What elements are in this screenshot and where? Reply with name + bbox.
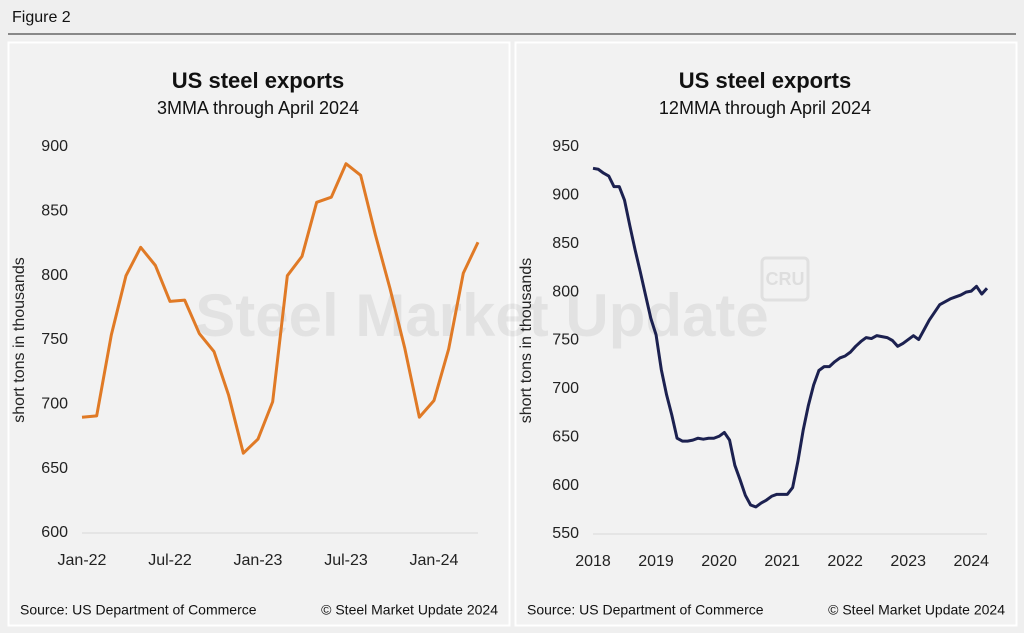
y-tick-label: 600 [41, 524, 68, 541]
y-tick-label: 600 [552, 477, 579, 494]
y-tick-label: 800 [552, 283, 579, 300]
data-line [592, 166, 989, 509]
data-line [81, 162, 480, 455]
source: Source: US Department of Commerce [527, 602, 764, 618]
x-tick-label: Jan-23 [234, 552, 283, 569]
x-tick-label: 2021 [764, 553, 800, 570]
x-tick-label: 2023 [890, 553, 926, 570]
y-tick-label: 900 [41, 138, 68, 155]
panel [514, 41, 1018, 627]
watermark-logo-box [760, 256, 810, 302]
y-tick-label: 650 [41, 460, 68, 477]
copyright: © Steel Market Update 2024 [828, 602, 1005, 618]
x-tick-label: Jan-22 [58, 552, 107, 569]
x-tick-label: 2018 [575, 553, 611, 570]
x-tick-label: Jul-22 [148, 552, 192, 569]
y-tick-label: 850 [552, 235, 579, 252]
x-tick-label: 2020 [701, 553, 737, 570]
x-tick-label: 2024 [953, 553, 989, 570]
chart-subtitle: 3MMA through April 2024 [157, 98, 359, 118]
y-tick-label: 550 [552, 525, 579, 542]
y-tick-label: 700 [41, 396, 68, 413]
x-tick-label: 2019 [638, 553, 674, 570]
y-tick-label: 950 [552, 138, 579, 155]
y-axis-label: short tons in thousands [518, 258, 535, 423]
copyright: © Steel Market Update 2024 [321, 602, 498, 618]
x-tick-label: Jul-23 [324, 552, 368, 569]
x-tick-label: 2022 [827, 553, 863, 570]
y-tick-label: 650 [552, 428, 579, 445]
y-tick-label: 900 [552, 187, 579, 204]
y-tick-label: 850 [41, 203, 68, 220]
watermark-logo: CRU [766, 269, 805, 289]
y-tick-label: 750 [552, 332, 579, 349]
x-tick-label: Jan-24 [410, 552, 459, 569]
y-tick-label: 750 [41, 331, 68, 348]
panel [7, 41, 511, 627]
y-tick-label: 800 [41, 267, 68, 284]
figure-label: Figure 2 [12, 9, 71, 26]
chart-subtitle: 12MMA through April 2024 [659, 98, 871, 118]
y-axis-label: short tons in thousands [11, 257, 28, 422]
chart-title: US steel exports [172, 68, 344, 93]
watermark: Steel Market Update [195, 282, 769, 349]
y-tick-label: 700 [552, 380, 579, 397]
source: Source: US Department of Commerce [20, 602, 257, 618]
chart-title: US steel exports [679, 68, 851, 93]
